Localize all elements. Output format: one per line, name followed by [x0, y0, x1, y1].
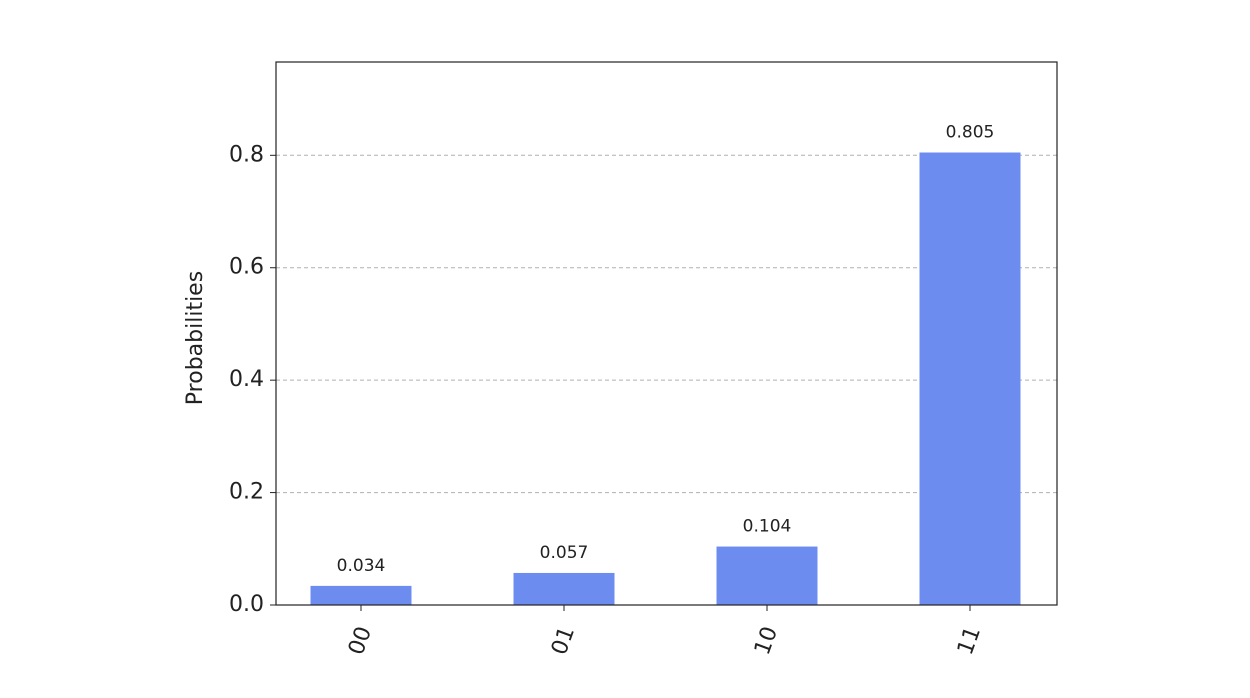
- x-tick-label: 00: [344, 623, 377, 658]
- value-label: 0.057: [540, 543, 589, 563]
- bar: [310, 585, 412, 605]
- value-label: 0.104: [743, 517, 792, 537]
- plot-frame: [275, 61, 1058, 606]
- x-tick-label: 10: [750, 623, 783, 658]
- y-tick-label: 0.2: [229, 480, 264, 505]
- y-tick-label: 0.0: [229, 592, 264, 617]
- value-label: 0.805: [946, 123, 995, 143]
- bar: [716, 546, 818, 605]
- bar: [919, 152, 1021, 605]
- y-tick-label: 0.8: [229, 142, 264, 167]
- y-axis-label: Probabilities: [183, 271, 208, 405]
- x-tick-label: 11: [953, 623, 986, 658]
- value-label: 0.034: [337, 556, 386, 576]
- bar: [513, 572, 615, 605]
- y-tick-label: 0.6: [229, 255, 264, 280]
- y-tick-label: 0.4: [229, 367, 264, 392]
- x-tick-label: 01: [547, 623, 580, 658]
